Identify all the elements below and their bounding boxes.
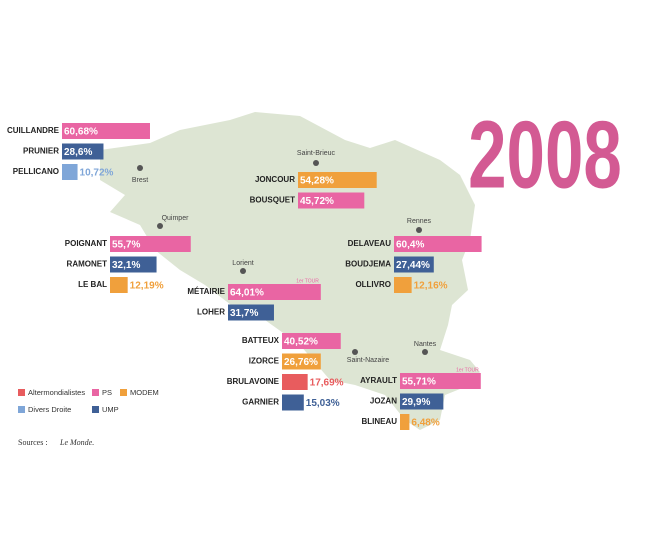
vote-label: 32,1% <box>112 260 140 271</box>
candidate-name: BLINEAU <box>361 417 397 426</box>
city-dot <box>313 160 319 166</box>
vote-bar <box>282 394 304 411</box>
vote-bar <box>282 333 341 349</box>
vote-label: 12,19% <box>130 281 164 292</box>
vote-bar <box>282 353 321 370</box>
vote-bar <box>400 373 481 389</box>
legend-swatch <box>92 406 99 413</box>
vote-bar <box>282 374 308 390</box>
candidate-name: RAMONET <box>67 260 108 269</box>
region-shape <box>100 112 480 430</box>
candidate-name: LE BAL <box>78 280 107 289</box>
city-dot <box>352 349 358 355</box>
vote-label: 55,7% <box>112 240 140 251</box>
city-dot <box>240 268 246 274</box>
legend-swatch <box>18 406 25 413</box>
source-name: Le Monde. <box>59 438 94 447</box>
candidate-name: IZORCE <box>249 357 280 366</box>
title: 2008 <box>468 100 622 208</box>
candidate-name: PRUNIER <box>23 147 59 156</box>
candidate-name: JOZAN <box>370 397 397 406</box>
legend-label: UMP <box>102 405 119 414</box>
vote-bar <box>228 304 274 321</box>
vote-label: 29,9% <box>402 397 430 408</box>
vote-label: 17,69% <box>310 378 344 389</box>
vote-label: 26,76% <box>284 357 318 368</box>
vote-bar <box>228 284 321 300</box>
vote-bar <box>394 236 482 252</box>
legend-label: Divers Droite <box>28 405 71 414</box>
vote-label: 64,01% <box>230 288 264 299</box>
legend-label: PS <box>102 388 112 397</box>
city-name: Lorient <box>232 260 253 267</box>
candidate-name: BOUDJEMA <box>345 260 391 269</box>
vote-bar <box>62 164 78 180</box>
candidate-name: GARNIER <box>242 398 279 407</box>
vote-label: 28,6% <box>64 147 92 158</box>
legend-swatch <box>92 389 99 396</box>
city-name: Nantes <box>414 341 437 348</box>
city-name: Rennes <box>407 218 432 225</box>
legend-label: MODEM <box>130 388 159 397</box>
vote-bar <box>62 123 150 139</box>
city-dot <box>137 165 143 171</box>
candidate-name: JONCOUR <box>255 175 295 184</box>
candidate-name: PELLICANO <box>13 167 59 176</box>
vote-bar <box>110 236 191 252</box>
candidate-name: AYRAULT <box>360 376 397 385</box>
vote-label: 10,72% <box>80 168 114 179</box>
candidate-name: MÉTAIRIE <box>187 287 225 296</box>
candidate-name: BATTEUX <box>242 336 280 345</box>
round-note: 1er TOUR <box>296 278 319 284</box>
candidate-name: LOHER <box>197 308 225 317</box>
vote-label: 31,7% <box>230 308 258 319</box>
vote-label: 55,71% <box>402 377 436 388</box>
vote-bar <box>400 393 444 410</box>
city-dot <box>422 349 428 355</box>
candidate-name: POIGNANT <box>65 239 107 248</box>
vote-label: 60,68% <box>64 127 98 138</box>
candidate-name: DELAVEAU <box>348 239 392 248</box>
vote-bar <box>394 256 434 273</box>
vote-label: 6,48% <box>411 418 439 429</box>
legend-label: Altermondialistes <box>28 388 85 397</box>
vote-label: 60,4% <box>396 240 424 251</box>
source-prefix: Sources : <box>18 438 48 447</box>
vote-label: 15,03% <box>306 398 340 409</box>
city-name: Saint-Brieuc <box>297 150 336 157</box>
vote-bar <box>400 414 410 430</box>
vote-label: 40,52% <box>284 337 318 348</box>
city-dot <box>157 223 163 229</box>
city-name: Saint-Nazaire <box>347 357 390 364</box>
candidate-name: BOUSQUET <box>250 196 295 205</box>
vote-label: 12,16% <box>414 281 448 292</box>
vote-label: 27,44% <box>396 260 430 271</box>
city-name: Brest <box>132 177 148 184</box>
candidate-name: OLLIVRO <box>355 280 391 289</box>
legend-swatch <box>120 389 127 396</box>
legend-swatch <box>18 389 25 396</box>
vote-bar <box>394 277 412 293</box>
vote-bar <box>110 256 157 273</box>
vote-label: 54,28% <box>300 176 334 187</box>
city-name: Quimper <box>162 215 190 222</box>
vote-bar <box>62 143 104 160</box>
vote-bar <box>298 192 365 209</box>
city-dot <box>416 227 422 233</box>
vote-label: 45,72% <box>300 196 334 207</box>
candidate-name: BRULAVOINE <box>227 377 280 386</box>
vote-bar <box>298 172 377 188</box>
vote-bar <box>110 277 128 293</box>
candidate-name: CUILLANDRE <box>7 126 60 135</box>
round-note: 1er TOUR <box>456 367 479 373</box>
